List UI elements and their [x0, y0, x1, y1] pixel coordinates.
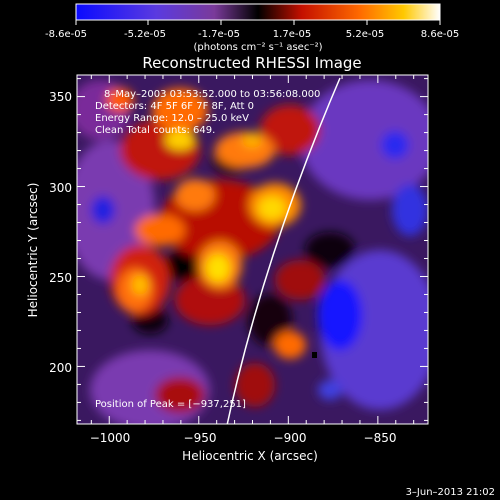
- colorbar-tick-label: -8.6e-05: [45, 29, 87, 40]
- annotation-peak-position: Position of Peak = [−937,251]: [95, 399, 246, 410]
- y-axis-label: Heliocentric Y (arcsec): [26, 183, 40, 318]
- annotation-clean-counts: Clean Total counts: 649.: [95, 125, 215, 136]
- colorbar-unit-label: (photons cm⁻² s⁻¹ asec⁻²): [193, 42, 322, 53]
- map-blobs: [77, 80, 428, 424]
- colorbar-tick-label: -5.2e-05: [124, 29, 166, 40]
- annotation-detectors: Detectors: 4F 5F 6F 7F 8F, Att 0: [95, 101, 254, 112]
- colorbar-tick-label: -1.7e-05: [198, 29, 240, 40]
- axis-tick-marks: [77, 75, 428, 424]
- y-tick-label: 200: [49, 361, 72, 375]
- image-map: [77, 75, 428, 424]
- footer-timestamp: 3–Jun–2013 21:02: [406, 487, 495, 498]
- x-tick-label: −900: [274, 431, 307, 445]
- colorbar-gradient: [75, 3, 441, 21]
- x-tick-label: −1000: [90, 431, 131, 445]
- colorbar: -8.6e-05 -5.2e-05 -1.7e-05 1.7e-05 5.2e-…: [45, 3, 459, 53]
- annotations: 8–May–2003 03:53:52.000 to 03:56:08.000 …: [95, 89, 320, 410]
- colorbar-tick-label: 5.2e-05: [346, 29, 384, 40]
- y-tick-label: 250: [49, 271, 72, 285]
- colorbar-tick-label: 1.7e-05: [273, 29, 311, 40]
- annotation-time-range: 8–May–2003 03:53:52.000 to 03:56:08.000: [104, 89, 320, 100]
- y-tick-labels: 200 250 300 350: [49, 90, 72, 375]
- plot-title: Reconstructed RHESSI Image: [142, 54, 361, 72]
- x-tick-labels: −1000 −950 −900 −850: [90, 431, 397, 445]
- solar-limb-line: [226, 77, 341, 424]
- y-tick-label: 300: [49, 181, 72, 195]
- x-tick-label: −950: [184, 431, 217, 445]
- colorbar-tick-labels: -8.6e-05 -5.2e-05 -1.7e-05 1.7e-05 5.2e-…: [45, 29, 459, 40]
- y-tick-label: 350: [49, 90, 72, 104]
- colorbar-tick-label: 8.6e-05: [421, 29, 459, 40]
- colorbar-tick-marks: [75, 20, 441, 25]
- peak-marker: [312, 352, 317, 358]
- x-axis-label: Heliocentric X (arcsec): [182, 449, 318, 463]
- x-tick-label: −850: [364, 431, 397, 445]
- annotation-energy-range: Energy Range: 12.0 – 25.0 keV: [95, 113, 249, 124]
